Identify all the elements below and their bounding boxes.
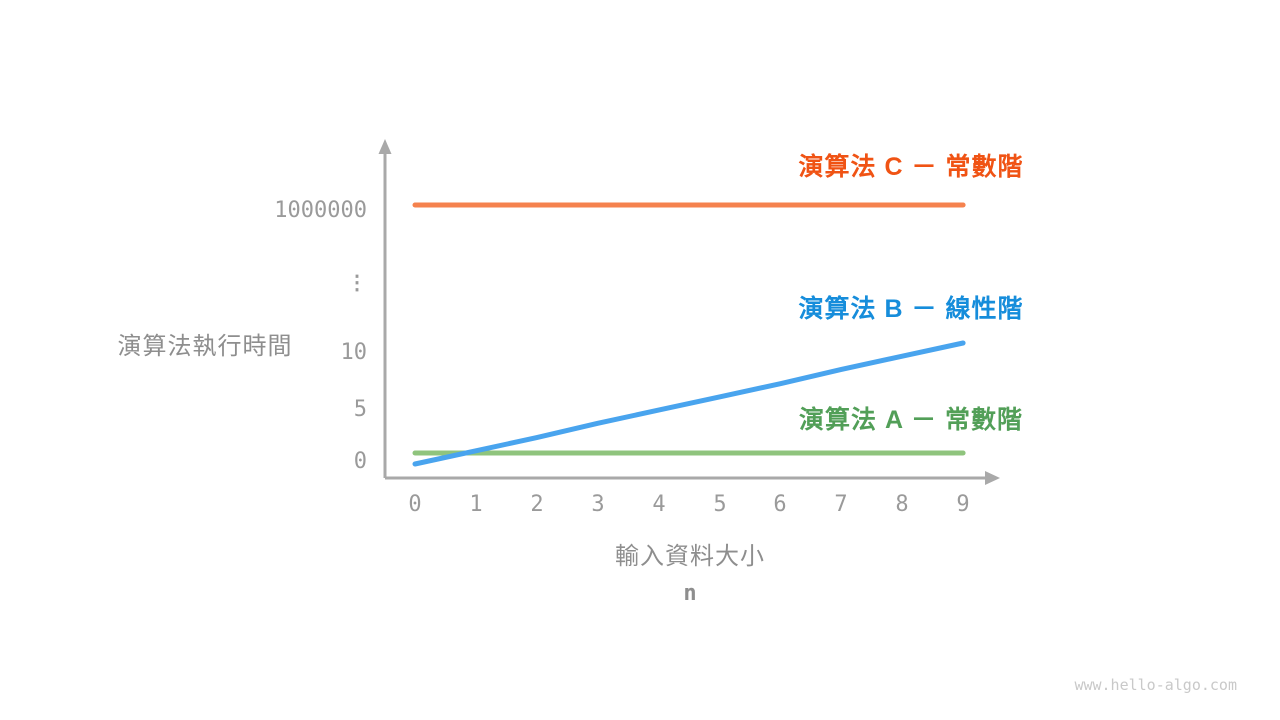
x-tick-label-6: 6 — [773, 492, 787, 517]
y-tick-label-1000000: 1000000 — [274, 198, 367, 223]
y-axis-break-ellipsis: ⋮ — [347, 270, 367, 294]
y-tick-label-5: 5 — [353, 397, 367, 422]
x-tick-label-3: 3 — [591, 492, 605, 517]
x-tick-label-9: 9 — [956, 492, 970, 517]
y-tick-label-0: 0 — [353, 449, 367, 474]
series-lines — [412, 202, 966, 467]
y-axis — [378, 139, 392, 478]
watermark-url: www.hello-algo.com — [1074, 676, 1237, 694]
x-axis-arrow-icon — [985, 471, 1000, 485]
y-axis-arrow-icon — [378, 139, 392, 154]
x-axis — [385, 471, 1000, 485]
x-tick-label-1: 1 — [469, 492, 483, 517]
x-tick-label-0: 0 — [408, 492, 422, 517]
x-tick-labels: 0 1 2 3 4 5 6 7 8 9 — [0, 492, 1280, 518]
x-axis-variable-label: n — [683, 581, 697, 606]
x-tick-label-5: 5 — [713, 492, 727, 517]
series-label-algorithm-b: 演算法 B － 線性階 — [798, 295, 1024, 323]
x-tick-label-4: 4 — [652, 492, 666, 517]
series-label-algorithm-c: 演算法 C － 常數階 — [798, 153, 1024, 181]
x-axis-title: 輸入資料大小 — [615, 543, 765, 570]
y-tick-label-10: 10 — [340, 340, 368, 365]
x-tick-label-7: 7 — [834, 492, 848, 517]
series-label-algorithm-a: 演算法 A － 常數階 — [799, 406, 1023, 434]
y-axis-title: 演算法執行時間 — [117, 333, 293, 360]
x-tick-label-8: 8 — [895, 492, 909, 517]
series-line-b — [412, 340, 966, 467]
x-tick-label-2: 2 — [530, 492, 544, 517]
